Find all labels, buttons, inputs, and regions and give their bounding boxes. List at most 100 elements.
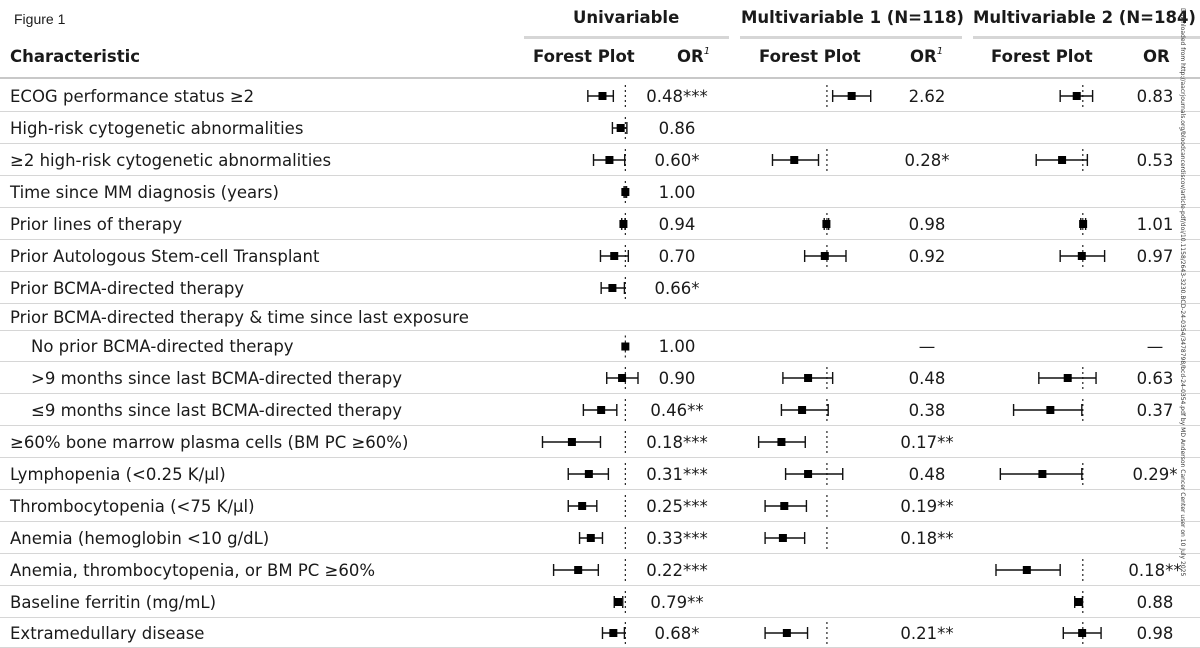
forest-plot-row <box>606 367 1097 389</box>
row-divider <box>0 207 1200 208</box>
row-divider <box>0 303 1200 304</box>
characteristic-label: Anemia (hemoglobin <10 g/dL) <box>10 528 270 548</box>
characteristic-label: Lymphopenia (<0.25 K/µl) <box>10 464 226 484</box>
table-row: Baseline ferritin (mg/mL) 0.79** 0.88 <box>0 586 1200 618</box>
point-estimate-multivariable-2 <box>1072 92 1081 100</box>
table-row: Prior lines of therapy 0.94 0.98 1.01 <box>0 208 1200 240</box>
table-row: Prior Autologous Stem-cell Transplant 0.7… <box>0 240 1200 272</box>
table-row: >9 months since last BCMA-directed thera… <box>0 362 1200 394</box>
characteristic-label: No prior BCMA-directed therapy <box>31 337 294 356</box>
or-value-univariable: 0.46** <box>650 400 704 420</box>
or-value-multivariable-1: 0.21** <box>900 623 954 643</box>
or-value-multivariable-1: 0.18** <box>900 528 954 548</box>
or-value-multivariable-1: 0.48 <box>908 464 946 484</box>
table-row: ECOG performance status ≥2 0.48*** 2.62 0.8… <box>0 80 1200 112</box>
table-row: Prior BCMA-directed therapy & time since… <box>0 304 1200 331</box>
or-value-univariable: 1.00 <box>658 182 696 202</box>
characteristic-label: Prior Autologous Stem-cell Transplant <box>10 246 320 266</box>
forest-plot-row <box>567 463 1084 485</box>
or-value-multivariable-1: 0.48 <box>908 368 946 388</box>
row-divider <box>0 521 1200 522</box>
row-divider <box>0 425 1200 426</box>
point-estimate-univariable <box>619 220 628 228</box>
row-divider <box>0 330 1200 331</box>
point-estimate-multivariable-1 <box>782 629 791 637</box>
characteristic-label: ≥60% bone marrow plasma cells (BM PC ≥60… <box>10 432 409 452</box>
point-estimate-univariable <box>621 188 630 196</box>
point-estimate-multivariable-2 <box>1022 566 1031 574</box>
or-value-multivariable-2: 1.01 <box>1136 214 1174 234</box>
characteristic-label: Prior BCMA-directed therapy <box>10 278 245 298</box>
or-value-univariable: 0.66* <box>654 278 700 298</box>
table-row: No prior BCMA-directed therapy 1.00 — — <box>0 331 1200 362</box>
header-forest-plot-multivariable-1: Forest Plot <box>759 47 861 66</box>
or-value-univariable: 0.33*** <box>646 528 708 548</box>
or-value-multivariable-2: 0.37 <box>1136 400 1174 420</box>
point-estimate-multivariable-1 <box>778 534 787 542</box>
characteristic-label: Thrombocytopenia (<75 K/µl) <box>10 496 255 516</box>
or-value-multivariable-1: 0.19** <box>900 496 954 516</box>
figure-label: Figure 1 <box>14 11 66 27</box>
or-value-multivariable-2: — <box>1146 337 1164 356</box>
point-estimate-multivariable-1 <box>804 374 813 382</box>
or-value-multivariable-2: 0.18** <box>1128 560 1182 580</box>
or-value-univariable: 0.18*** <box>646 432 708 452</box>
header-forest-plot-multivariable-2: Forest Plot <box>991 47 1093 66</box>
point-estimate-univariable <box>597 406 606 414</box>
row-divider <box>0 489 1200 490</box>
characteristic-label: ≥2 high-risk cytogenetic abnormalities <box>10 150 332 170</box>
group-rule-univariable <box>524 36 729 39</box>
forest-plot-row <box>0 304 1200 331</box>
group-rule-multivariable-1 <box>740 36 962 39</box>
point-estimate-multivariable-2 <box>1079 220 1088 228</box>
row-divider <box>0 585 1200 586</box>
or-value-univariable: 0.79** <box>650 592 704 612</box>
point-estimate-multivariable-1 <box>780 502 789 510</box>
download-watermark: Downloaded from http://aacrjournals.org/… <box>1179 8 1186 577</box>
row-divider <box>0 143 1200 144</box>
group-header-univariable: Univariable <box>573 8 680 27</box>
point-estimate-multivariable-2 <box>1058 156 1067 164</box>
or-value-univariable: 0.60* <box>654 150 700 170</box>
or-value-univariable: 1.00 <box>658 337 696 356</box>
point-estimate-univariable <box>609 629 618 637</box>
point-estimate-multivariable-2 <box>1074 598 1083 606</box>
row-divider <box>0 393 1200 394</box>
or-value-multivariable-1: 0.28* <box>904 150 950 170</box>
point-estimate-multivariable-1 <box>847 92 856 100</box>
forest-plot-row <box>619 213 1088 235</box>
or-value-multivariable-1: 0.98 <box>908 214 946 234</box>
table-row: Extramedullary disease 0.68* 0.21** 0.98 <box>0 618 1200 648</box>
point-estimate-multivariable-1 <box>790 156 799 164</box>
point-estimate-univariable <box>618 374 627 382</box>
table-row: Time since MM diagnosis (years) 1.00 <box>0 176 1200 208</box>
or-value-multivariable-2: 0.98 <box>1136 623 1174 643</box>
point-estimate-univariable <box>574 566 583 574</box>
header-or-univariable: OR1 <box>677 45 711 67</box>
forest-plot-row <box>578 527 828 549</box>
or-value-multivariable-2: 0.53 <box>1136 150 1174 170</box>
forest-plot-row <box>541 431 828 453</box>
point-estimate-univariable <box>586 534 595 542</box>
header-characteristic: Characteristic <box>10 47 141 66</box>
point-estimate-multivariable-1 <box>777 438 786 446</box>
group-header-multivariable-2: Multivariable 2 (N=184) <box>973 8 1196 27</box>
point-estimate-multivariable-1 <box>804 470 813 478</box>
header-or-multivariable-2: OR <box>1143 47 1170 66</box>
characteristic-label: Prior lines of therapy <box>10 214 183 234</box>
characteristic-label: ≤9 months since last BCMA-directed thera… <box>31 400 402 420</box>
or-value-univariable: 0.90 <box>658 368 696 388</box>
forest-plot-row <box>601 622 1102 644</box>
point-estimate-univariable <box>610 252 619 260</box>
or-value-multivariable-2: 0.83 <box>1136 86 1174 106</box>
row-divider <box>0 239 1200 240</box>
or-value-univariable: 0.86 <box>658 118 696 138</box>
point-estimate-multivariable-1 <box>822 220 831 228</box>
forest-plot-row <box>592 149 1089 171</box>
row-divider <box>0 361 1200 362</box>
or-value-univariable: 0.22*** <box>646 560 708 580</box>
table-row: Prior BCMA-directed therapy 0.66* <box>0 272 1200 304</box>
point-estimate-univariable <box>616 124 625 132</box>
header-forest-plot-univariable: Forest Plot <box>533 47 635 66</box>
table-row: Anemia, thrombocytopenia, or BM PC ≥60% 0… <box>0 554 1200 586</box>
